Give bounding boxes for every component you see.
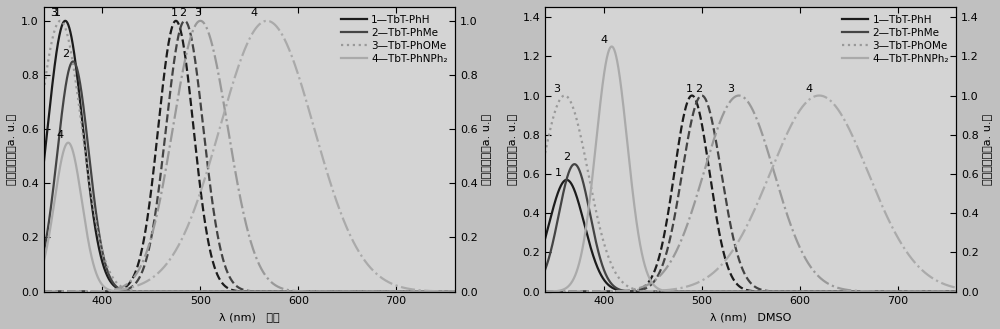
Text: 2: 2 <box>695 84 702 93</box>
Text: 2: 2 <box>563 152 570 162</box>
Text: 1: 1 <box>170 8 177 18</box>
Y-axis label: 归一化发射（a. u.）: 归一化发射（a. u.） <box>482 114 492 185</box>
Y-axis label: 归一化发射（a. u.）: 归一化发射（a. u.） <box>983 114 993 185</box>
Text: 3: 3 <box>553 84 560 93</box>
Y-axis label: 归一化吸收（a. u.）: 归一化吸收（a. u.） <box>7 114 17 185</box>
Text: 4: 4 <box>600 35 607 44</box>
Text: 3: 3 <box>728 84 735 93</box>
Text: 4: 4 <box>57 130 64 140</box>
Text: 1: 1 <box>555 168 562 178</box>
Legend: 1—TbT-PhH, 2—TbT-PhMe, 3—TbT-PhOMe, 4—TbT-PhNPh₂: 1—TbT-PhH, 2—TbT-PhMe, 3—TbT-PhOMe, 4—Tb… <box>840 13 951 66</box>
Text: 1: 1 <box>686 84 693 93</box>
Text: 3: 3 <box>194 8 201 18</box>
Y-axis label: 归一化吸收（a. u.）: 归一化吸收（a. u.） <box>508 114 518 185</box>
Text: 4: 4 <box>806 84 813 93</box>
Text: 2: 2 <box>179 8 186 18</box>
Text: 4: 4 <box>251 8 258 18</box>
X-axis label: λ (nm)   甲苯: λ (nm) 甲苯 <box>219 312 280 322</box>
Text: 2: 2 <box>62 49 69 59</box>
Text: 3: 3 <box>50 8 57 18</box>
X-axis label: λ (nm)   DMSO: λ (nm) DMSO <box>710 312 791 322</box>
Legend: 1—TbT-PhH, 2—TbT-PhMe, 3—TbT-PhOMe, 4—TbT-PhNPh₂: 1—TbT-PhH, 2—TbT-PhMe, 3—TbT-PhOMe, 4—Tb… <box>339 13 450 66</box>
Text: 1: 1 <box>54 8 61 18</box>
